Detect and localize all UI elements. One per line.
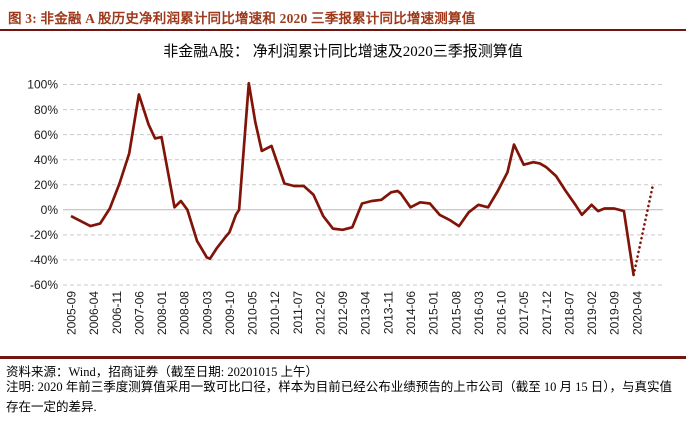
- x-tick-label: 2015-01: [427, 291, 441, 335]
- y-tick-label: -20%: [30, 228, 58, 242]
- header-divider: [0, 29, 686, 31]
- x-tick-label: 2006-04: [87, 291, 101, 335]
- x-tick-label: 2019-09: [608, 291, 622, 335]
- y-tick-label: -60%: [30, 278, 58, 292]
- x-tick-label: 2009-10: [223, 291, 237, 335]
- method-note: 注明: 2020 年前三季度测算值采用一致可比口径，样本为目前已经公布业绩预告的…: [6, 380, 672, 414]
- line-chart: 100% 80% 60% 40% 20% 0% -20% -40% -60% 2005-09 200…: [27, 78, 663, 335]
- footer-divider: [0, 356, 686, 359]
- y-tick-label: 100%: [27, 78, 58, 92]
- x-tick-label: 2019-02: [585, 291, 599, 335]
- y-tick-label: 40%: [34, 153, 58, 167]
- x-tick-label: 2012-02: [314, 291, 328, 335]
- x-tick-label: 2015-08: [449, 291, 463, 335]
- x-tick-label: 2016-03: [472, 291, 486, 335]
- x-tick-label: 2011-07: [291, 291, 305, 334]
- x-tick-label: 2005-09: [65, 291, 79, 335]
- x-tick-label: 2016-10: [495, 291, 509, 335]
- figure-caption: 图 3: 非金融 A 股历史净利润累计同比增速和 2020 三季报累计同比增速测…: [8, 11, 476, 26]
- series-line-dotted: [632, 183, 655, 277]
- x-tick-label: 2013-11: [381, 291, 395, 334]
- x-tick-label: 2007-06: [132, 291, 146, 335]
- x-tick-label: 2014-06: [404, 291, 418, 335]
- x-tick-label: 2008-08: [178, 291, 192, 335]
- x-tick-label: 2020-04: [630, 291, 644, 335]
- source-note: 资料来源：Wind，招商证券（截至日期: 20201015 上午）: [6, 365, 318, 379]
- series-line-solid: [70, 81, 635, 276]
- y-tick-label: -40%: [30, 253, 58, 267]
- x-tick-label: 2009-03: [200, 291, 214, 335]
- x-tick-label: 2012-09: [336, 291, 350, 335]
- x-tick-label: 2006-11: [110, 291, 124, 334]
- x-tick-label: 2017-12: [540, 291, 554, 335]
- chart-title: 非金融A股： 净利润累计同比增速及2020三季报测算值: [163, 44, 523, 60]
- x-tick-label: 2018-07: [562, 291, 576, 335]
- y-tick-label: 60%: [34, 128, 58, 142]
- y-tick-label: 0%: [41, 203, 59, 217]
- x-tick-label: 2013-04: [359, 291, 373, 335]
- x-tick-label: 2010-05: [246, 291, 260, 335]
- x-tick-label: 2010-12: [268, 291, 282, 335]
- y-tick-label: 20%: [34, 178, 58, 192]
- y-tick-label: 80%: [34, 103, 58, 117]
- x-tick-label: 2008-01: [155, 291, 169, 335]
- x-tick-label: 2017-05: [517, 291, 531, 335]
